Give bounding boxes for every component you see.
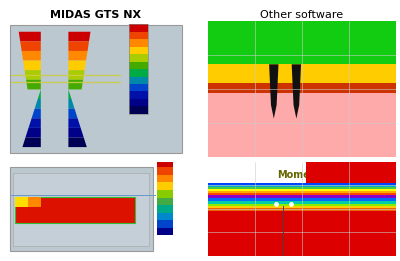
Bar [208, 191, 396, 193]
Title: Other software: Other software [260, 10, 344, 20]
Bar [208, 185, 396, 187]
Polygon shape [269, 64, 278, 118]
Bar [129, 47, 148, 54]
Polygon shape [68, 118, 81, 128]
Bar [10, 167, 153, 251]
Bar [129, 106, 148, 114]
Bar [208, 206, 396, 208]
Bar [157, 182, 173, 190]
Polygon shape [68, 90, 72, 99]
Polygon shape [22, 138, 41, 147]
Polygon shape [68, 128, 84, 138]
Polygon shape [26, 80, 41, 90]
Bar [129, 99, 148, 106]
Bar [208, 208, 396, 211]
Bar [198, 235, 206, 243]
Polygon shape [68, 99, 74, 109]
Bar [15, 197, 135, 223]
Bar [208, 193, 396, 195]
Bar [208, 64, 396, 83]
Polygon shape [25, 70, 41, 80]
Bar [157, 198, 173, 205]
Polygon shape [20, 41, 41, 51]
Bar [129, 24, 148, 32]
Polygon shape [68, 51, 88, 61]
Bar [129, 69, 148, 76]
Bar [198, 190, 206, 198]
Bar [306, 162, 396, 183]
Bar [157, 168, 173, 175]
Bar [157, 220, 173, 228]
Polygon shape [292, 64, 301, 118]
Bar [13, 173, 149, 246]
Bar [198, 220, 206, 228]
Polygon shape [68, 70, 84, 80]
Bar [198, 160, 206, 168]
Polygon shape [15, 197, 41, 207]
Polygon shape [38, 90, 41, 99]
Bar [208, 183, 396, 185]
Bar [157, 212, 173, 220]
Bar [208, 187, 396, 189]
Bar [129, 24, 148, 114]
Bar [208, 21, 396, 64]
Bar [198, 228, 206, 235]
Bar [208, 204, 396, 206]
Bar [157, 205, 173, 212]
Bar [198, 182, 206, 190]
Title: MIDAS GTS NX: MIDAS GTS NX [50, 10, 142, 20]
Text: Moments: Moments [71, 170, 121, 180]
Polygon shape [68, 109, 78, 118]
Bar [208, 211, 396, 256]
Bar [198, 175, 206, 182]
Bar [15, 197, 135, 223]
Bar [198, 205, 206, 212]
Polygon shape [15, 197, 28, 207]
Text: Moments: Moments [277, 170, 327, 180]
Bar [129, 76, 148, 84]
Polygon shape [68, 41, 89, 51]
Polygon shape [35, 99, 41, 109]
Bar [208, 93, 396, 157]
Bar [129, 62, 148, 69]
Bar [157, 175, 173, 182]
Polygon shape [28, 118, 41, 128]
Bar [129, 32, 148, 39]
Bar [129, 91, 148, 99]
Polygon shape [19, 32, 41, 41]
Bar [129, 39, 148, 47]
Bar [129, 84, 148, 91]
Bar [129, 54, 148, 62]
Bar [198, 168, 206, 175]
Polygon shape [23, 61, 41, 70]
Bar [208, 189, 396, 191]
Polygon shape [26, 128, 41, 138]
Polygon shape [22, 51, 41, 61]
Bar [208, 83, 396, 93]
Polygon shape [68, 138, 87, 147]
Polygon shape [68, 80, 83, 90]
Bar [198, 198, 206, 205]
Bar [157, 190, 173, 198]
Bar [208, 195, 396, 198]
Bar [208, 201, 396, 204]
Bar [157, 160, 173, 168]
Polygon shape [68, 61, 86, 70]
Polygon shape [32, 109, 41, 118]
Bar [208, 198, 396, 201]
Polygon shape [68, 32, 90, 41]
Bar [198, 212, 206, 220]
Bar [157, 228, 173, 235]
